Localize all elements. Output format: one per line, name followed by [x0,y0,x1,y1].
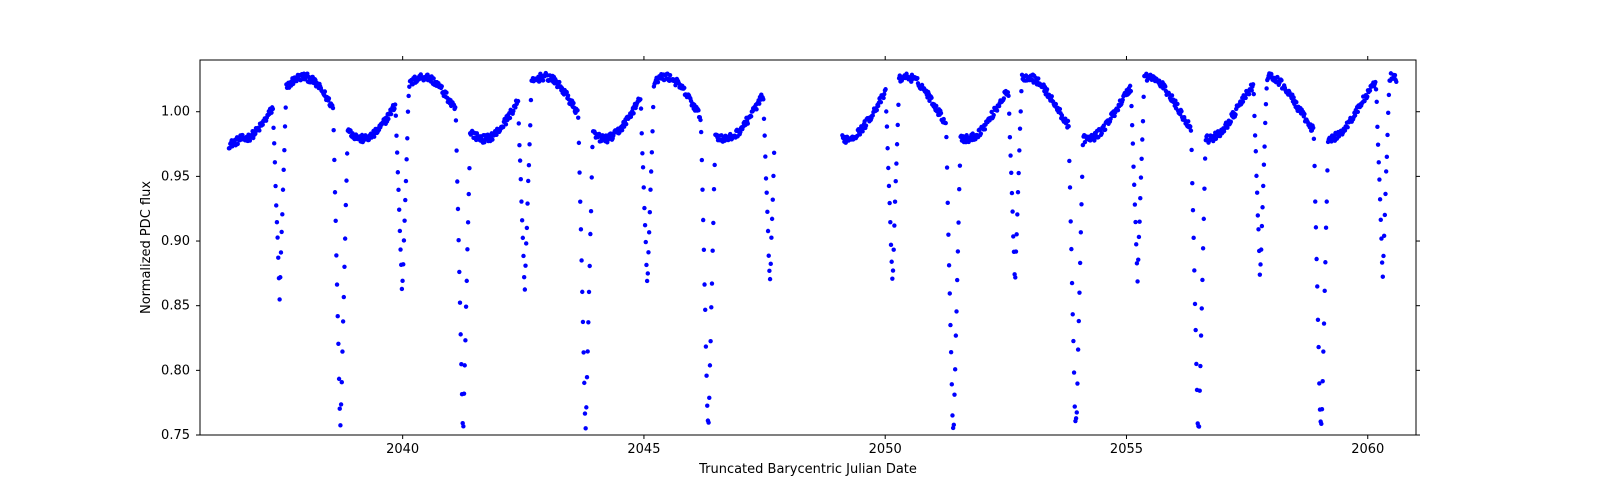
y-tick-label: 0.90 [161,234,190,249]
y-tick-label: 0.85 [161,299,190,314]
x-tick-label: 2060 [1351,442,1384,457]
x-tick-label: 2055 [1110,442,1143,457]
chart-svg: 2040 2045 2050 2055 2060 0.75 0.80 0.85 0.90 0.95… [0,0,1600,500]
lightcurve-chart: 2040 2045 2050 2055 2060 0.75 0.80 0.85 0.90 0.95… [0,0,1600,500]
x-axis-label: Truncated Barycentric Julian Date [698,462,917,477]
y-axis-label: Normalized PDC flux [139,181,154,314]
x-tick-label: 2050 [869,442,902,457]
x-tick-label: 2045 [627,442,660,457]
y-tick-label: 0.95 [161,169,190,184]
y-tick-label: 1.00 [161,105,190,120]
y-tick-label: 0.80 [161,363,190,378]
x-tick-label: 2040 [386,442,419,457]
y-tick-label: 0.75 [161,428,190,443]
